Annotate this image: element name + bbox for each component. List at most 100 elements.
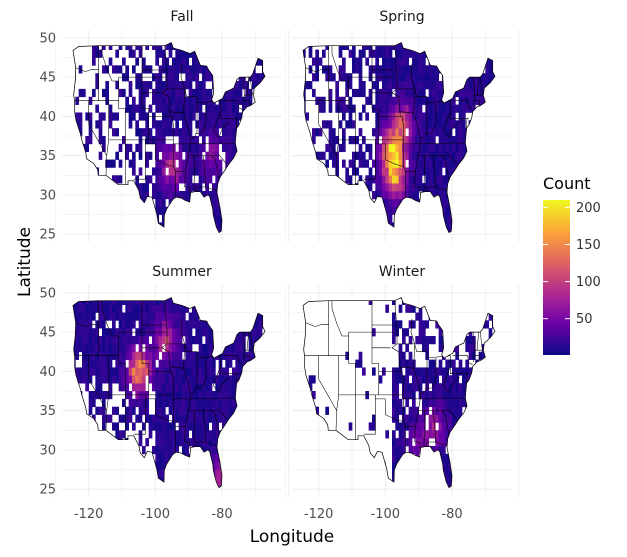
state-border xyxy=(335,100,339,176)
x-tick-label: -100 xyxy=(371,507,401,522)
heatmap-cell xyxy=(222,406,226,415)
heatmap-cell xyxy=(312,477,316,486)
heatmap-cell xyxy=(468,469,473,478)
heatmap-cell xyxy=(172,175,176,184)
heatmap-cell xyxy=(495,215,499,223)
heatmap-cell xyxy=(228,214,233,223)
heatmap-cell xyxy=(435,88,440,98)
heatmap-cell xyxy=(368,151,373,160)
heatmap-cell xyxy=(232,343,236,353)
state-border xyxy=(425,103,437,134)
heatmap-cell xyxy=(445,167,450,176)
heatmap-cell xyxy=(98,151,103,160)
heatmap-cell xyxy=(368,42,373,50)
heatmap-cell xyxy=(92,328,96,337)
heatmap-cell xyxy=(188,351,193,360)
heatmap-cell xyxy=(488,438,493,447)
heatmap-cell xyxy=(402,143,406,153)
heatmap-cell xyxy=(228,222,233,231)
heatmap-cell xyxy=(485,383,490,392)
heatmap-cell xyxy=(248,422,253,431)
heatmap-cell xyxy=(172,469,176,478)
heatmap-cell xyxy=(428,96,433,105)
heatmap-cell xyxy=(145,214,150,223)
heatmap-cell xyxy=(258,477,263,486)
heatmap-cell xyxy=(88,477,93,486)
heatmap-cell xyxy=(432,391,436,400)
heatmap-cell xyxy=(128,183,133,192)
heatmap-cell xyxy=(495,430,499,438)
heatmap-cell xyxy=(315,65,320,74)
heatmap-cell xyxy=(245,375,250,384)
heatmap-cell xyxy=(202,167,206,176)
heatmap-cell xyxy=(178,461,183,470)
heatmap-cell xyxy=(488,383,493,392)
heatmap-cell xyxy=(342,73,346,82)
heatmap-cell xyxy=(485,136,490,145)
heatmap-cell xyxy=(202,461,206,470)
heatmap-cell xyxy=(248,453,253,463)
heatmap-cell xyxy=(352,214,356,223)
heatmap-cell xyxy=(198,367,203,376)
heatmap-cell xyxy=(165,297,170,305)
heatmap-cell xyxy=(205,398,210,408)
heatmap-cell xyxy=(312,136,316,145)
heatmap-cell xyxy=(255,88,260,98)
heatmap-cell xyxy=(255,49,260,58)
heatmap-cell xyxy=(192,104,196,113)
heatmap-cell xyxy=(192,112,196,121)
heatmap-cell xyxy=(478,206,483,215)
heatmap-cell xyxy=(192,198,196,208)
heatmap-cell xyxy=(408,183,413,192)
heatmap-cell xyxy=(222,469,226,478)
heatmap-cell xyxy=(225,136,230,145)
heatmap-cell xyxy=(442,120,446,129)
heatmap-cell xyxy=(215,320,220,329)
heatmap-cell xyxy=(468,49,473,58)
heatmap-cell xyxy=(468,391,473,400)
heatmap-cell xyxy=(458,120,463,129)
heatmap-cell xyxy=(488,375,493,384)
heatmap-cell xyxy=(238,469,243,478)
heatmap-cell xyxy=(108,206,113,215)
heatmap-cell xyxy=(262,128,265,137)
heatmap-cell xyxy=(432,297,436,305)
heatmap-cell xyxy=(73,198,76,208)
heatmap-cell xyxy=(445,49,450,58)
heatmap-cell xyxy=(228,88,233,98)
heatmap-cell xyxy=(345,167,350,176)
heatmap-cell xyxy=(245,414,250,423)
heatmap-cell xyxy=(432,367,436,376)
heatmap-cell xyxy=(165,351,170,360)
heatmap-cell xyxy=(128,49,133,58)
heatmap-cell xyxy=(398,359,403,368)
heatmap-cell xyxy=(245,222,250,231)
heatmap-cell xyxy=(148,414,153,423)
heatmap-cell xyxy=(472,49,476,58)
heatmap-cell xyxy=(212,367,216,376)
heatmap-cell xyxy=(303,383,306,392)
heatmap-cell xyxy=(138,190,143,200)
heatmap-cell xyxy=(485,88,490,98)
heatmap-cell xyxy=(138,104,143,113)
heatmap-cell xyxy=(165,214,170,223)
heatmap-cell xyxy=(73,391,76,400)
heatmap-cell xyxy=(468,198,473,208)
heatmap-cell xyxy=(258,375,263,384)
heatmap-cell xyxy=(188,42,193,50)
heatmap-cell xyxy=(435,206,440,215)
heatmap-cell xyxy=(238,453,243,463)
heatmap-cell xyxy=(322,175,326,184)
heatmap-cell xyxy=(265,470,269,478)
heatmap-cell xyxy=(208,312,213,321)
heatmap-cell xyxy=(462,391,466,400)
heatmap-cell xyxy=(318,57,323,66)
heatmap-cell xyxy=(155,422,160,431)
heatmap-cell xyxy=(168,328,173,337)
heatmap-cell xyxy=(432,383,436,392)
heatmap-cell xyxy=(132,297,136,305)
heatmap-cell xyxy=(492,438,495,447)
heatmap-cell xyxy=(245,104,250,113)
heatmap-cell xyxy=(162,351,166,360)
heatmap-cell xyxy=(475,120,480,129)
